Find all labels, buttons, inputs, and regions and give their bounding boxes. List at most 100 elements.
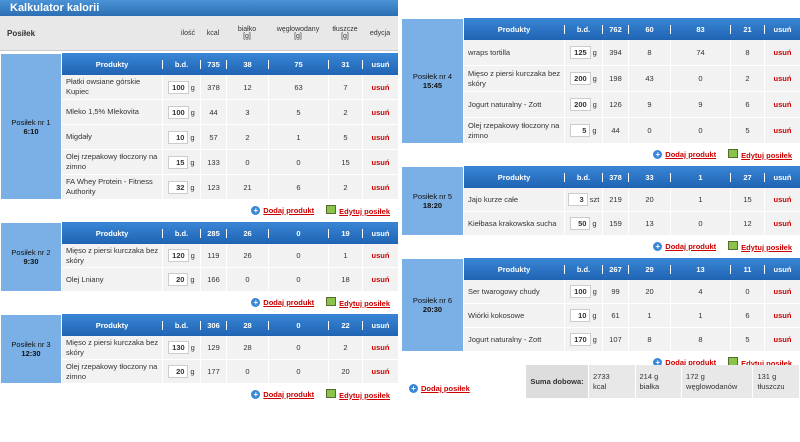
meal-block: Posiłek nr 1 6:10 Produkty b.d. 735 38 75 31 usu… [0, 53, 398, 200]
plus-icon: + [251, 297, 261, 307]
product-c: 9 [670, 92, 730, 117]
delete-product-link[interactable]: usuń [362, 75, 398, 99]
delete-product-link[interactable]: usuń [764, 188, 800, 211]
delete-product-link[interactable]: usuń [362, 336, 398, 359]
product-c: 6 [268, 175, 328, 199]
meal-table: Produkty b.d. 735 38 75 31 usuń Płatki owsiane … [62, 53, 398, 200]
product-p: 13 [628, 212, 670, 235]
edit-meal-button[interactable]: Edytuj posiłek [326, 204, 390, 216]
product-f: 2 [328, 175, 362, 199]
unit-label: g [592, 311, 597, 320]
col-meal: Posiłek [7, 28, 36, 38]
product-kcal: 219 [602, 188, 628, 211]
meal-delete-link[interactable]: usuń [764, 24, 800, 34]
delete-product-link[interactable]: usuń [362, 360, 398, 383]
product-c: 1 [670, 304, 730, 327]
product-p: 0 [226, 268, 268, 291]
add-product-button[interactable]: + Dodaj produkt [653, 241, 716, 251]
quantity-input[interactable]: 100 [168, 80, 189, 94]
meal-total: b.d. [564, 24, 602, 34]
quantity-input[interactable]: 100 [168, 105, 189, 119]
delete-product-link[interactable]: usuń [764, 280, 800, 303]
quantity-input[interactable]: 10 [570, 309, 591, 322]
product-f: 7 [328, 75, 362, 99]
meal-delete-link[interactable]: usuń [362, 320, 398, 330]
product-c: 0 [670, 66, 730, 91]
edit-meal-button[interactable]: Edytuj posiłek [326, 388, 390, 400]
delete-product-link[interactable]: usuń [764, 304, 800, 327]
quantity-input[interactable]: 200 [570, 72, 591, 85]
meal-delete-link[interactable]: usuń [362, 228, 398, 238]
add-product-button[interactable]: + Dodaj produkt [251, 389, 314, 399]
meal-table: Produkty b.d. 306 28 0 22 usuń Mięso z piersi k… [62, 314, 398, 384]
product-name: Wiórki kokosowe [468, 310, 525, 320]
unit-label: g [190, 182, 195, 192]
delete-product-link[interactable]: usuń [362, 100, 398, 124]
product-row: Olej rzepakowy tłoczony na zimno 15 g 133 0 0… [62, 150, 398, 175]
qty-cell: 200 g [564, 66, 602, 91]
quantity-input[interactable]: 10 [168, 130, 189, 144]
meal-total: b.d. [162, 59, 200, 69]
add-product-button[interactable]: + Dodaj produkt [251, 205, 314, 215]
meal-header-row: Produkty b.d. 378 33 1 27 usuń [464, 166, 800, 188]
meal-total: 0 [268, 320, 328, 330]
product-kcal: 61 [602, 304, 628, 327]
delete-product-link[interactable]: usuń [764, 328, 800, 351]
quantity-input[interactable]: 50 [570, 217, 591, 230]
edit-meal-button[interactable]: Edytuj posiłek [728, 148, 792, 160]
meal-actions: + Dodaj produkt Edytuj posiłek [0, 384, 398, 404]
product-f: 18 [328, 268, 362, 291]
quantity-input[interactable]: 125 [570, 46, 591, 59]
quantity-input[interactable]: 120 [168, 249, 189, 262]
product-kcal: 129 [200, 336, 226, 359]
delete-product-link[interactable]: usuń [764, 212, 800, 235]
product-p: 2 [226, 125, 268, 149]
delete-product-link[interactable]: usuń [362, 125, 398, 149]
meal-delete-link[interactable]: usuń [362, 59, 398, 69]
delete-product-link[interactable]: usuń [362, 268, 398, 291]
quantity-input[interactable]: 5 [570, 124, 591, 137]
quantity-input[interactable]: 130 [168, 341, 189, 354]
quantity-input[interactable]: 200 [570, 98, 591, 111]
meal-name: Posiłek nr 2 [11, 248, 51, 257]
delete-product-link[interactable]: usuń [764, 92, 800, 117]
product-p: 0 [226, 150, 268, 174]
product-kcal: 177 [200, 360, 226, 383]
product-row: Mięso z piersi kurczaka bez skóry 200 g 198… [464, 66, 800, 92]
quantity-input[interactable]: 20 [168, 273, 189, 286]
add-product-button[interactable]: + Dodaj produkt [653, 149, 716, 159]
quantity-input[interactable]: 20 [168, 365, 189, 378]
product-f: 20 [328, 360, 362, 383]
edit-meal-button[interactable]: Edytuj posiłek [728, 240, 792, 252]
quantity-input[interactable]: 3 [567, 193, 588, 206]
meal-delete-link[interactable]: usuń [764, 264, 800, 274]
quantity-input[interactable]: 15 [168, 155, 189, 169]
meal-label: Posiłek nr 6 20:30 [401, 258, 464, 352]
meal-delete-link[interactable]: usuń [764, 172, 800, 182]
quantity-input[interactable]: 100 [570, 285, 591, 298]
qty-cell: 10 g [564, 304, 602, 327]
add-product-button[interactable]: + Dodaj produkt [653, 357, 716, 367]
meal-table: Produkty b.d. 267 29 13 11 usuń Ser twarogowy c… [464, 258, 800, 352]
quantity-input[interactable]: 32 [168, 180, 189, 194]
summary-label: Suma dobowa: [526, 365, 588, 398]
delete-product-link[interactable]: usuń [764, 40, 800, 65]
delete-product-link[interactable]: usuń [362, 175, 398, 199]
delete-product-link[interactable]: usuń [764, 66, 800, 91]
delete-product-link[interactable]: usuń [764, 118, 800, 143]
delete-product-link[interactable]: usuń [362, 244, 398, 267]
product-c: 1 [670, 188, 730, 211]
add-product-button[interactable]: + Dodaj produkt [251, 297, 314, 307]
qty-cell: 100 g [564, 280, 602, 303]
product-f: 15 [328, 150, 362, 174]
product-p: 26 [226, 244, 268, 267]
delete-product-link[interactable]: usuń [362, 150, 398, 174]
add-meal-button[interactable]: + Dodaj posiłek [409, 383, 470, 393]
qty-cell: 170 g [564, 328, 602, 351]
meal-table: Produkty b.d. 285 26 0 19 usuń Mięso z piersi k… [62, 222, 398, 292]
edit-meal-button[interactable]: Edytuj posiłek [326, 296, 390, 308]
quantity-input[interactable]: 170 [570, 333, 591, 346]
product-c: 5 [268, 100, 328, 124]
unit-label: g [190, 157, 195, 167]
